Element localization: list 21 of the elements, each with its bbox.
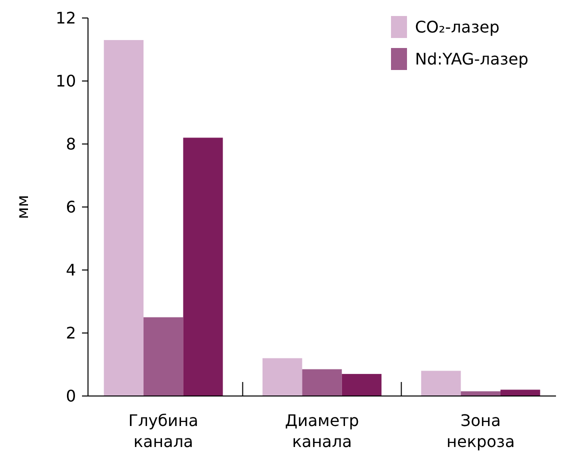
y-axis-title: мм (13, 194, 32, 220)
bar (104, 40, 144, 396)
y-tick-label: 0 (66, 386, 76, 406)
x-tick-label: Диаметр канала (284, 411, 360, 451)
bar (262, 358, 302, 396)
x-tick-label: Зона некроза (446, 411, 515, 451)
bar (421, 370, 461, 396)
legend-label: Nd:YAG-лазер (415, 50, 528, 69)
legend-label: CO₂-лазер (415, 18, 500, 37)
y-tick-label: 12 (56, 8, 76, 28)
y-tick-label: 8 (66, 134, 76, 154)
y-tick-label: 10 (56, 72, 76, 91)
x-tick-label: Глубина канала (128, 411, 198, 451)
bar (144, 317, 184, 396)
bar (500, 390, 540, 396)
y-tick-label: 6 (66, 198, 76, 217)
bar (342, 374, 382, 396)
y-tick-label: 2 (66, 324, 76, 343)
y-tick-label: 4 (66, 260, 76, 280)
bar (183, 138, 223, 396)
bar (302, 369, 342, 396)
